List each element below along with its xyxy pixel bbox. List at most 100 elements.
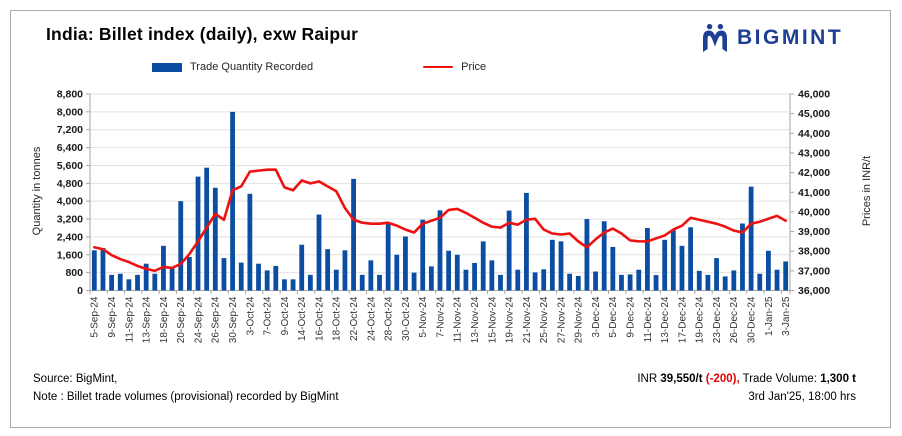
x-axis-label: 9-Dec-24 <box>626 296 637 338</box>
source-note: Source: BigMint, Note : Billet trade vol… <box>33 371 339 406</box>
x-axis-label: 21-Nov-24 <box>522 296 533 343</box>
y-axis-label-right: 43,000 <box>798 147 830 159</box>
legend-item-trade-quantity: Trade Quantity Recorded <box>152 61 313 73</box>
trade-quantity-bar <box>411 272 417 291</box>
x-axis-label: 3-Jan-25 <box>781 296 792 336</box>
x-axis-label: 16-Oct-24 <box>314 296 325 341</box>
y-axis-label-right: 40,000 <box>798 206 830 218</box>
trade-quantity-bar <box>774 269 780 291</box>
trade-quantity-bar <box>273 265 279 291</box>
trade-quantity-bar <box>100 248 106 291</box>
trade-quantity-bar <box>610 246 616 291</box>
y-axis-label-right: 46,000 <box>798 89 830 101</box>
y-axis-label-left: 7,200 <box>57 124 83 136</box>
trade-quantity-bar <box>541 269 547 291</box>
trade-quantity-bar <box>446 250 452 291</box>
trade-quantity-bar <box>601 221 607 291</box>
x-axis-label: 30-Sep-24 <box>228 296 239 343</box>
trade-quantity-bar <box>290 279 296 291</box>
y-axis-label-right: 36,000 <box>798 285 830 297</box>
trade-quantity-bar <box>696 270 702 291</box>
x-axis-label: 26-Dec-24 <box>729 296 740 343</box>
trade-quantity-bar <box>575 275 581 291</box>
trade-quantity-bar <box>765 250 771 291</box>
trade-quantity-bar <box>515 269 521 291</box>
trade-quantity-bar <box>351 178 356 291</box>
trade-quantity-bar <box>230 111 235 291</box>
x-axis-label: 22-Oct-24 <box>349 296 360 341</box>
y-axis-label-left: 2,400 <box>57 231 83 243</box>
trade-quantity-bar <box>748 186 754 291</box>
x-axis-label: 5-Sep-24 <box>90 296 101 338</box>
x-axis-label: 17-Dec-24 <box>677 296 688 343</box>
trade-quantity-bar <box>740 223 745 291</box>
trade-quantity-bar <box>662 239 668 291</box>
trade-quantity-bar <box>238 262 244 291</box>
note-line: Note : Billet trade volumes (provisional… <box>33 390 339 403</box>
trade-quantity-bar <box>705 274 711 291</box>
legend-price-label: Price <box>461 61 487 73</box>
trade-quantity-bar <box>498 274 503 291</box>
y-axis-label-right: 42,000 <box>798 167 830 179</box>
x-axis-label: 7-Oct-24 <box>263 296 274 335</box>
x-axis-label: 3-Oct-24 <box>245 296 256 335</box>
y-axis-label-left: 8,000 <box>57 106 83 118</box>
x-axis-label: 9-Sep-24 <box>107 296 118 338</box>
y-axis-label-left: 4,800 <box>57 178 83 190</box>
y-axis-label-left: 8,800 <box>57 89 83 101</box>
trade-quantity-bar <box>333 269 339 291</box>
bigmint-logo: BIGMINT <box>700 21 843 54</box>
x-axis-label: 24-Oct-24 <box>366 296 377 341</box>
trade-quantity-bar <box>472 263 477 291</box>
x-axis-label: 30-Dec-24 <box>747 296 758 343</box>
trade-quantity-bar <box>212 187 218 291</box>
trade-quantity-bar <box>558 241 564 291</box>
page-title: India: Billet index (daily), exw Raipur <box>46 24 359 44</box>
trade-quantity-bar <box>783 261 789 291</box>
trade-quantity-bar <box>679 245 685 291</box>
trade-quantity-bar <box>359 274 365 291</box>
price-summary-line: INR 39,550/t (-200), Trade Volume: 1,300… <box>637 371 856 389</box>
trade-quantity-bar <box>256 263 261 291</box>
x-axis-label: 9-Oct-24 <box>280 296 291 335</box>
trade-quantity-bar <box>282 279 287 291</box>
legend-item-price: Price <box>423 61 486 73</box>
y-axis-label-right: 39,000 <box>798 226 830 238</box>
trade-quantity-bar <box>325 249 331 291</box>
trade-quantity-bar <box>454 254 460 291</box>
trade-quantity-bar <box>394 254 400 291</box>
y-axis-label-right: 37,000 <box>798 265 830 277</box>
trade-quantity-bar <box>221 258 227 291</box>
y-axis-label-left: 0 <box>77 285 83 297</box>
y-axis-label-right: 44,000 <box>798 128 830 140</box>
trade-quantity-bar <box>385 222 391 291</box>
trade-quantity-bar <box>420 219 426 291</box>
legend-trade-quantity-label: Trade Quantity Recorded <box>190 61 314 73</box>
x-axis-label: 11-Nov-24 <box>453 296 464 342</box>
x-axis-label: 18-Sep-24 <box>159 296 170 343</box>
trade-quantity-bar <box>135 274 140 291</box>
latest-price-summary: INR 39,550/t (-200), Trade Volume: 1,300… <box>637 371 856 406</box>
trade-quantity-bar <box>307 274 313 291</box>
trade-quantity-bar <box>437 210 443 291</box>
bigmint-logo-wordmark: BIGMINT <box>737 25 844 49</box>
trade-quantity-bar <box>489 260 495 291</box>
y-axis-label-left: 4,000 <box>57 196 83 208</box>
x-axis-label: 11-Sep-24 <box>124 296 135 342</box>
trade-quantity-bar <box>714 258 719 291</box>
trade-quantity-bar <box>584 219 590 291</box>
y-axis-label-left: 1,600 <box>57 249 83 261</box>
trade-quantity-bar <box>722 276 728 291</box>
trade-quantity-bar <box>109 274 115 291</box>
x-axis-label: 5-Dec-24 <box>608 296 619 338</box>
trade-quantity-bar <box>186 257 192 291</box>
trade-quantity-bar <box>316 214 322 291</box>
trade-quantity-bar <box>117 273 123 291</box>
x-axis-label: 13-Sep-24 <box>142 296 153 343</box>
trade-quantity-bar <box>731 270 737 291</box>
y-axis-label-left: 6,400 <box>57 142 83 154</box>
trade-quantity-bar <box>688 227 694 291</box>
trade-quantity-bar <box>645 227 650 291</box>
x-axis-label: 14-Oct-24 <box>297 296 308 341</box>
x-axis-label: 18-Oct-24 <box>332 296 343 341</box>
